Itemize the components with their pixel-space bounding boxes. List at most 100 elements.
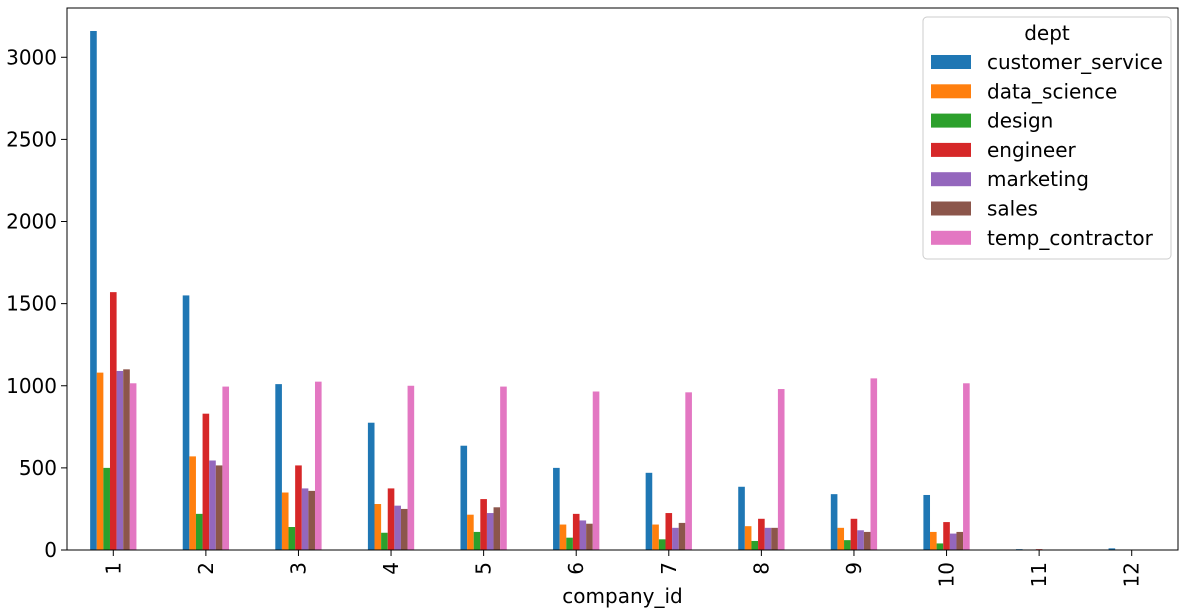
legend-label-marketing: marketing <box>987 167 1089 191</box>
bar-temp_contractor-6 <box>592 391 600 550</box>
y-tick-label: 2000 <box>6 210 57 234</box>
bar-customer_service-12 <box>1108 548 1116 550</box>
bar-design-7 <box>658 539 666 550</box>
legend-swatch-design <box>931 113 971 128</box>
legend-swatch-customer_service <box>931 55 971 69</box>
bar-engineer-3 <box>295 465 302 550</box>
x-tick-label: 1 <box>101 562 125 575</box>
legend-swatch-marketing <box>931 172 971 187</box>
bar-sales-9 <box>863 531 871 550</box>
bar-design-10 <box>936 543 944 550</box>
legend-label-temp_contractor: temp_contractor <box>987 226 1154 250</box>
legend-box <box>922 16 1172 260</box>
y-tick-label: 500 <box>19 456 57 480</box>
bar-marketing-10 <box>949 533 957 550</box>
bars-layer <box>90 30 1116 551</box>
x-tick-label: 6 <box>564 562 588 575</box>
bar-engineer-8 <box>758 518 765 550</box>
legend-title: dept <box>1024 21 1070 45</box>
bar-sales-6 <box>586 523 593 550</box>
bar-design-2 <box>195 513 203 550</box>
y-tick-label: 1000 <box>6 374 57 398</box>
bar-engineer-2 <box>202 413 210 550</box>
bar-design-8 <box>751 540 759 550</box>
plot-frame <box>66 7 1179 551</box>
bar-customer_service-5 <box>460 445 468 550</box>
legend-label-sales: sales <box>987 197 1038 221</box>
bar-sales-4 <box>400 508 408 550</box>
bar-marketing-4 <box>394 505 401 550</box>
bar-engineer-10 <box>943 522 950 550</box>
bar-customer_service-2 <box>182 295 190 550</box>
y-tick-label: 1500 <box>6 292 57 316</box>
bar-marketing-1 <box>116 370 124 550</box>
bar-customer_service-6 <box>553 467 560 550</box>
bar-marketing-8 <box>764 527 772 550</box>
bar-temp_contractor-2 <box>222 386 230 550</box>
bar-design-5 <box>473 531 481 550</box>
bar-data_science-10 <box>930 531 937 550</box>
legend-label-engineer: engineer <box>987 138 1077 162</box>
bar-temp_contractor-1 <box>129 383 137 550</box>
bar-marketing-3 <box>301 488 309 550</box>
bar-engineer-4 <box>387 488 395 550</box>
x-tick-label: 5 <box>472 562 496 575</box>
bar-data_science-1 <box>96 372 104 550</box>
legend-label-customer_service: customer_service <box>987 50 1163 74</box>
bar-data_science-9 <box>837 527 845 550</box>
bar-design-6 <box>566 537 573 550</box>
bar-temp_contractor-3 <box>314 381 322 550</box>
x-tick-label: 3 <box>286 562 310 575</box>
bar-temp_contractor-9 <box>870 378 878 550</box>
bar-data_science-4 <box>374 504 382 550</box>
legend-swatch-sales <box>931 201 971 216</box>
bar-design-3 <box>288 527 296 550</box>
bar-data_science-6 <box>559 524 567 550</box>
bar-sales-10 <box>956 531 964 550</box>
x-axis: 1 2 3 4 5 6 7 8 9 10 11 12 <box>101 550 1144 587</box>
y-axis: 0 500 1000 1500 2000 2500 3000 <box>6 45 67 562</box>
legend-swatch-data_science <box>931 84 971 99</box>
bar-engineer-6 <box>572 513 580 550</box>
bar-customer_service-3 <box>275 384 282 550</box>
bar-customer_service-10 <box>923 494 931 550</box>
bar-data_science-5 <box>467 514 474 550</box>
bar-sales-2 <box>215 465 223 550</box>
bar-marketing-9 <box>857 530 864 550</box>
bar-temp_contractor-5 <box>500 386 507 550</box>
bar-engineer-5 <box>480 499 487 550</box>
bar-temp_contractor-7 <box>685 392 692 550</box>
bar-marketing-2 <box>209 460 216 550</box>
x-axis-title: company_id <box>562 584 682 608</box>
bar-design-4 <box>381 532 388 550</box>
bar-customer_service-4 <box>367 422 375 550</box>
x-tick-label: 4 <box>379 562 403 575</box>
bar-engineer-7 <box>665 513 673 550</box>
x-tick-label: 11 <box>1027 562 1051 587</box>
bar-data_science-8 <box>744 526 752 550</box>
bar-temp_contractor-8 <box>777 389 785 550</box>
y-tick-label: 2500 <box>6 127 57 151</box>
bar-data_science-7 <box>652 524 659 550</box>
legend-swatch-engineer <box>931 142 971 157</box>
bar-marketing-5 <box>486 513 494 550</box>
bar-design-1 <box>103 467 110 550</box>
y-tick-label: 0 <box>44 538 57 562</box>
bar-sales-5 <box>493 507 501 550</box>
bar-engineer-1 <box>109 292 117 550</box>
bar-marketing-6 <box>579 520 587 550</box>
y-tick-label: 3000 <box>6 45 57 69</box>
x-tick-label: 7 <box>657 562 681 575</box>
x-tick-label: 12 <box>1120 562 1144 587</box>
bar-sales-8 <box>771 527 778 550</box>
legend-label-data_science: data_science <box>987 79 1117 103</box>
legend-label-design: design <box>987 109 1053 133</box>
bar-design-9 <box>844 540 851 550</box>
bar-customer_service-7 <box>645 472 653 550</box>
bar-sales-7 <box>678 522 686 550</box>
x-tick-label: 9 <box>842 562 866 575</box>
bar-sales-3 <box>308 490 315 550</box>
x-tick-label: 8 <box>749 562 773 575</box>
